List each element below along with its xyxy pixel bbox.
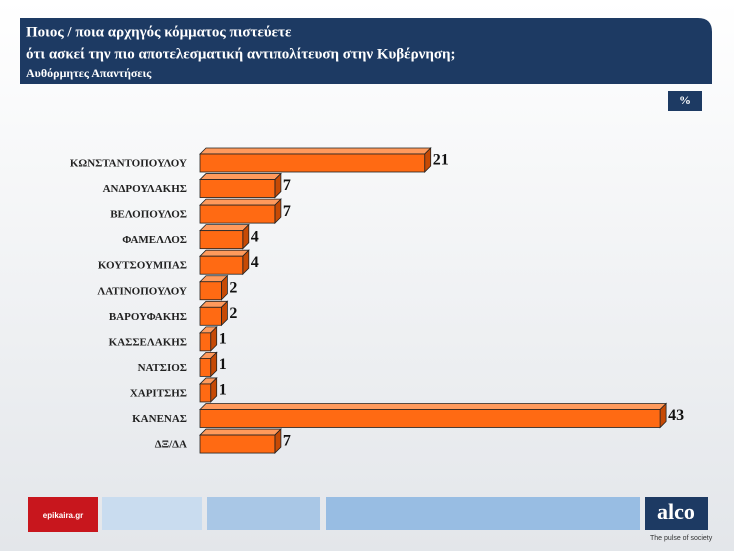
value-label: 2 [229, 279, 237, 296]
header-band [20, 18, 712, 84]
bar [199, 179, 276, 198]
bar [199, 306, 222, 326]
brand-logo [645, 497, 708, 530]
source-label: epikaira.gr [43, 511, 83, 520]
bar [199, 230, 244, 250]
value-label: 1 [219, 382, 227, 399]
unit-badge [668, 91, 702, 111]
bar [199, 255, 244, 275]
bar [199, 153, 426, 173]
category-label: ΑΝΔΡΟΥΛΑΚΗΣ [103, 183, 187, 195]
bar [199, 409, 661, 428]
bar-top [199, 403, 668, 410]
bar [199, 332, 212, 352]
category-label: ΧΑΡΙΤΣΗΣ [130, 387, 187, 399]
bar-top [199, 147, 432, 155]
brand-label: alco [657, 499, 695, 524]
category-label: ΒΕΛΟΠΟΥΛΟΣ [110, 209, 187, 221]
bar [199, 204, 276, 224]
bar [199, 281, 222, 301]
category-label: ΚΩΝΣΤΑΝΤΟΠΟΥΛΟΥ [70, 158, 187, 170]
footer-bar [207, 497, 320, 530]
chart-subtitle: Αυθόρμητες Απαντήσεις [26, 66, 152, 80]
bar [199, 357, 212, 377]
category-label: ΚΑΣΣΕΛΑΚΗΣ [109, 336, 187, 348]
value-label: 7 [283, 203, 291, 220]
value-label: 4 [251, 254, 259, 271]
bar [199, 434, 276, 454]
value-label: 1 [219, 331, 227, 348]
bar-top [199, 173, 282, 180]
category-label: ΝΑΤΣΙΟΣ [138, 362, 187, 374]
bar-top [199, 224, 250, 232]
bar-top [199, 249, 250, 257]
category-label: ΦΑΜΕΛΛΟΣ [122, 234, 187, 246]
source-logo [28, 497, 98, 532]
value-label: 4 [251, 228, 259, 245]
value-label: 1 [219, 356, 227, 373]
footer-bar [326, 497, 640, 530]
bar-top [199, 198, 282, 206]
bar-top [199, 428, 282, 436]
value-label: 21 [433, 152, 449, 169]
category-label: ΚΟΥΤΣΟΥΜΠΑΣ [98, 260, 187, 272]
value-label: 43 [668, 407, 684, 424]
category-label: ΒΑΡΟΥΦΑΚΗΣ [109, 311, 187, 323]
brand-tagline: The pulse of society [650, 535, 713, 542]
unit-label: % [679, 93, 691, 107]
footer-bar [102, 497, 202, 530]
bar [199, 383, 212, 403]
value-label: 7 [283, 433, 291, 450]
category-label: ΛΑΤΙΝΟΠΟΥΛΟΥ [97, 285, 187, 297]
category-label: ΔΞ/ΔΑ [155, 439, 187, 451]
value-label: 2 [229, 305, 237, 322]
value-label: 7 [283, 177, 291, 194]
chart-title: ότι ασκεί την πιο αποτελεσματική αντιπολ… [26, 46, 456, 62]
category-label: ΚΑΝΕΝΑΣ [132, 413, 187, 425]
chart-title: Ποιος / ποια αρχηγός κόμματος πιστεύετε [26, 24, 292, 40]
